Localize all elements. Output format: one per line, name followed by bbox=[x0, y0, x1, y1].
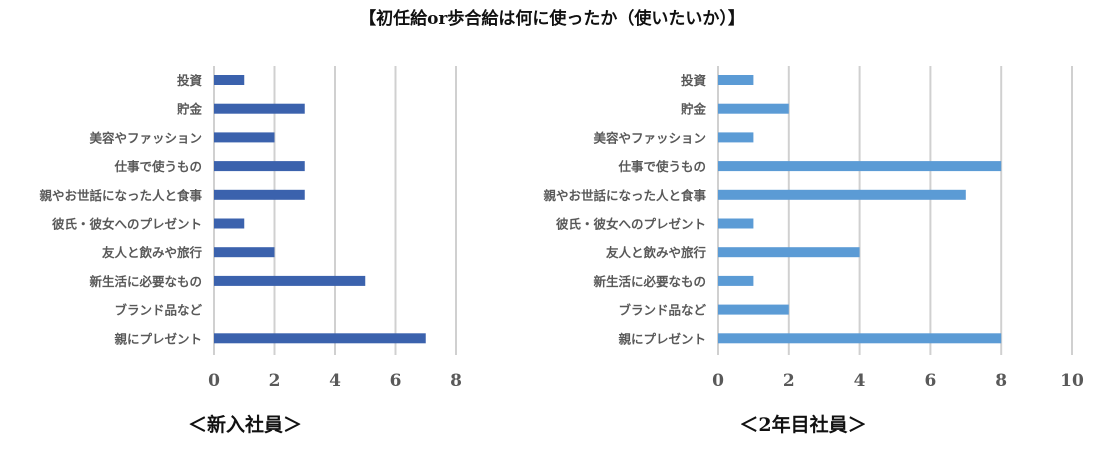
bar bbox=[214, 247, 275, 258]
category-label: 彼氏・彼女へのプレゼント bbox=[556, 217, 706, 232]
category-label: 仕事で使うもの bbox=[617, 159, 706, 174]
bar bbox=[214, 189, 305, 200]
category-label: 彼氏・彼女へのプレゼント bbox=[52, 217, 202, 232]
x-tick-label: 0 bbox=[712, 371, 724, 391]
x-tick-label: 8 bbox=[995, 371, 1007, 391]
category-label: 親にプレゼント bbox=[618, 331, 706, 346]
bar bbox=[718, 304, 789, 315]
bar bbox=[214, 333, 426, 344]
bar bbox=[214, 103, 305, 114]
category-label: 親やお世話になった人と食事 bbox=[39, 188, 202, 203]
category-label: 美容やファッション bbox=[89, 130, 202, 145]
x-tick-label: 8 bbox=[450, 371, 462, 391]
chart-caption-second-year: ＜2年目社員＞ bbox=[739, 414, 867, 436]
bar bbox=[214, 218, 245, 229]
bar bbox=[214, 132, 275, 143]
category-label: 新生活に必要なもの bbox=[89, 274, 202, 289]
bar bbox=[718, 218, 754, 229]
chart-caption-new-employees: ＜新入社員＞ bbox=[187, 414, 302, 436]
bar bbox=[214, 75, 245, 85]
bar bbox=[718, 161, 1002, 172]
x-tick-label: 6 bbox=[924, 371, 936, 391]
bar bbox=[214, 161, 305, 172]
category-label: ブランド品など bbox=[618, 303, 706, 318]
chart-title: 【初任給or歩合給は何に使ったか（使いたいか）】 bbox=[359, 9, 745, 29]
x-tick-label: 0 bbox=[208, 371, 220, 391]
category-label: 貯金 bbox=[681, 102, 707, 117]
category-label: 美容やファッション bbox=[593, 130, 706, 145]
bar bbox=[718, 333, 1002, 344]
category-label: 新生活に必要なもの bbox=[593, 274, 706, 289]
bar bbox=[718, 247, 860, 258]
bar bbox=[718, 189, 966, 200]
x-tick-label: 6 bbox=[390, 371, 402, 391]
x-tick-label: 4 bbox=[329, 371, 341, 391]
category-label: 友人と飲みや旅行 bbox=[605, 245, 707, 260]
bar bbox=[718, 103, 789, 114]
bar bbox=[214, 275, 366, 286]
category-label: 投資 bbox=[177, 73, 203, 88]
category-label: 友人と飲みや旅行 bbox=[101, 245, 203, 260]
x-tick-label: 4 bbox=[854, 371, 866, 391]
x-tick-label: 10 bbox=[1060, 371, 1084, 391]
category-label: 投資 bbox=[681, 73, 707, 88]
category-label: 貯金 bbox=[177, 102, 203, 117]
x-tick-label: 2 bbox=[269, 371, 281, 391]
bar bbox=[718, 275, 754, 286]
category-label: 仕事で使うもの bbox=[113, 159, 202, 174]
bar bbox=[718, 75, 754, 85]
x-tick-label: 2 bbox=[783, 371, 795, 391]
bar bbox=[718, 132, 754, 143]
category-label: 親やお世話になった人と食事 bbox=[543, 188, 706, 203]
category-label: ブランド品など bbox=[114, 303, 202, 318]
category-label: 親にプレゼント bbox=[114, 331, 202, 346]
